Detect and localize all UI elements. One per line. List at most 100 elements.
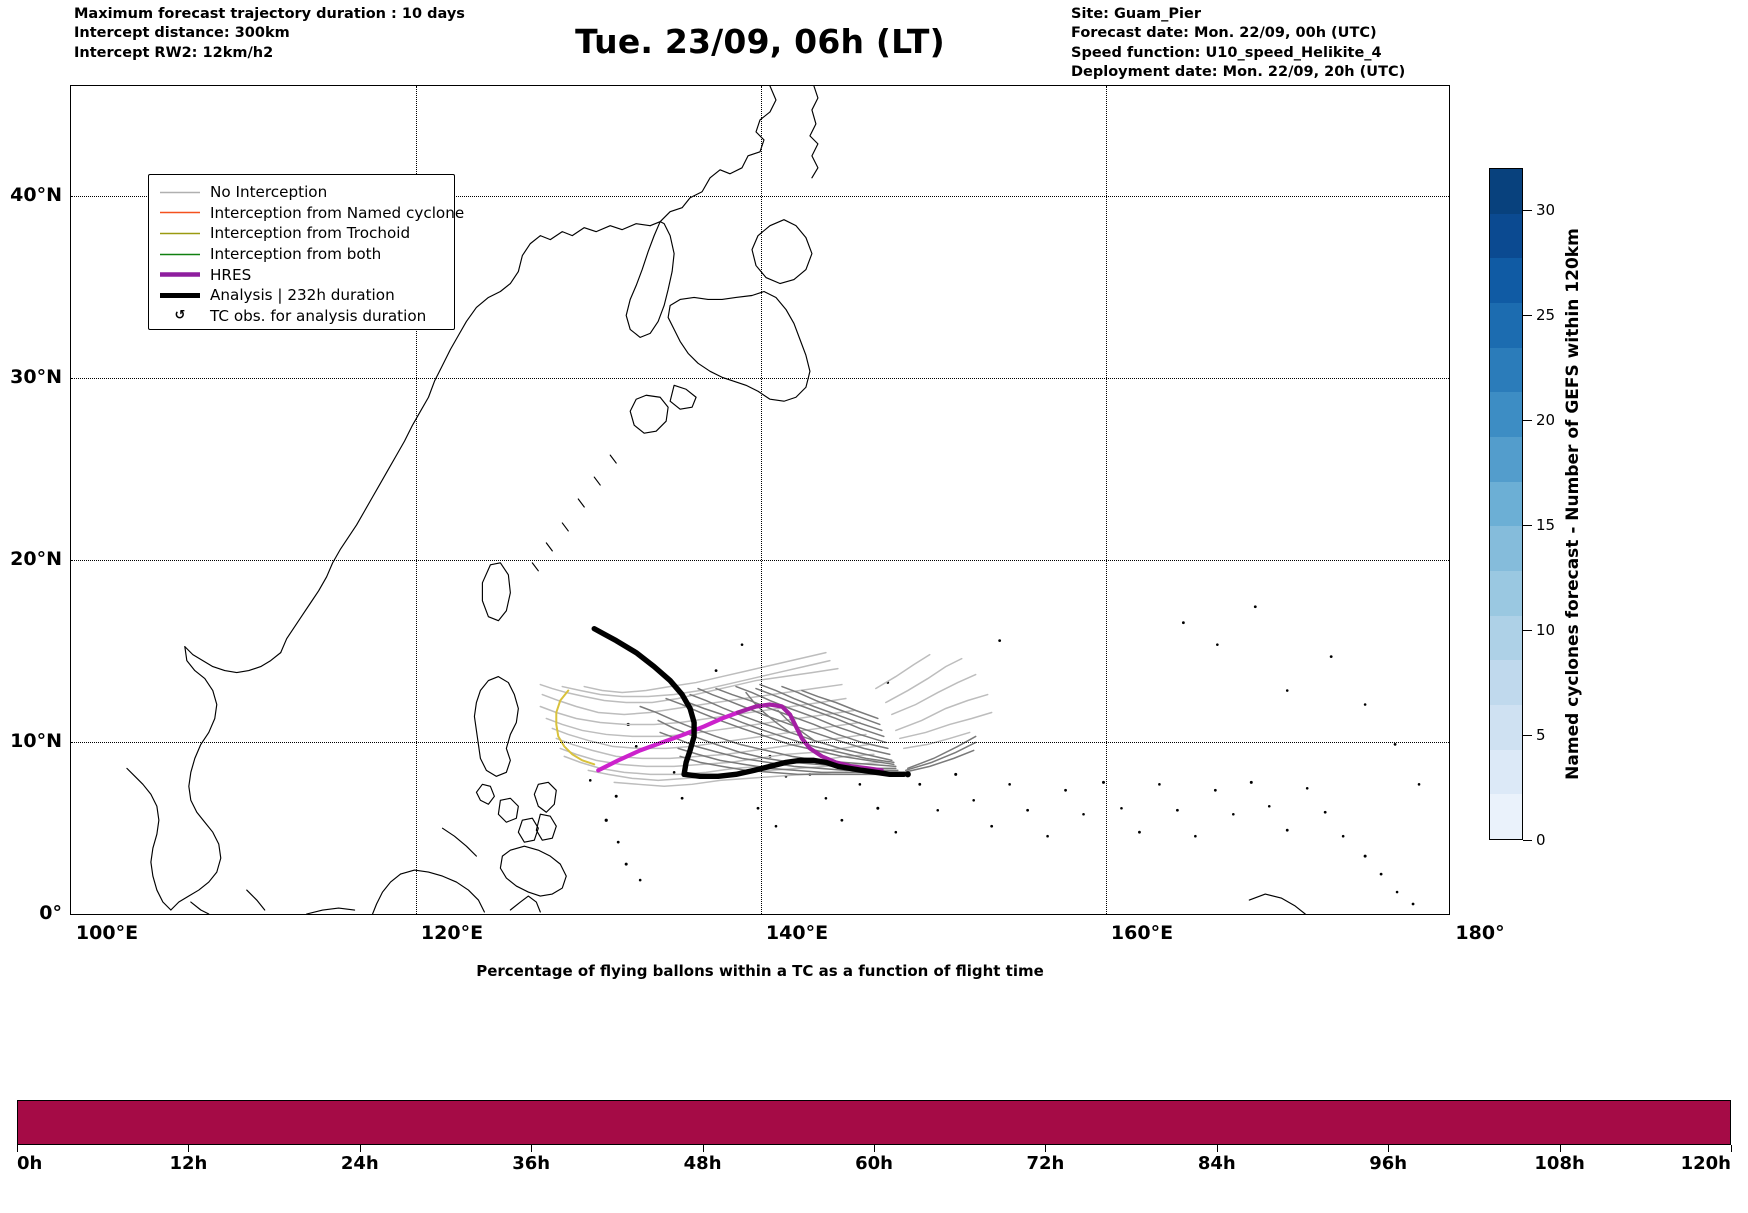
legend-swatch-line-icon bbox=[158, 208, 202, 217]
percentage-bar-tick bbox=[1388, 1145, 1390, 1152]
gridline-lat-40 bbox=[71, 196, 1449, 197]
header-right-info: Site: Guam_Pier Forecast date: Mon. 22/0… bbox=[1071, 5, 1405, 82]
colorbar-tick-label: 0 bbox=[1536, 831, 1546, 849]
colorbar-tick bbox=[1523, 735, 1532, 736]
header-right-line-2: Forecast date: Mon. 22/09, 00h (UTC) bbox=[1071, 25, 1377, 42]
xtick-label-160: 160°E bbox=[1110, 922, 1174, 944]
percentage-bar-tick-label: 120h bbox=[1680, 1153, 1731, 1174]
colorbar-gradient bbox=[1489, 168, 1523, 840]
colorbar-band bbox=[1490, 303, 1522, 348]
legend-swatch-line-icon bbox=[158, 291, 202, 300]
ytick-label-40: 40°N bbox=[10, 184, 62, 206]
legend-item-named-cyclone[interactable]: Interception from Named cyclone bbox=[158, 203, 464, 224]
header-right-line-4: Deployment date: Mon. 22/09, 20h (UTC) bbox=[1071, 63, 1406, 80]
legend-item-tc-obs[interactable]: ↺ TC obs. for analysis duration bbox=[158, 306, 445, 327]
percentage-bar-tick bbox=[359, 1145, 361, 1152]
percentage-bar-tick-label: 36h bbox=[512, 1153, 551, 1174]
percentage-bar-tick-label: 108h bbox=[1534, 1153, 1585, 1174]
tc-observation-markers bbox=[681, 771, 911, 778]
colorbar-band bbox=[1490, 526, 1522, 572]
legend-label: Interception from Named cyclone bbox=[210, 203, 465, 222]
xtick-label-180: 180° bbox=[1455, 922, 1505, 944]
legend-swatch-line-icon bbox=[158, 270, 202, 279]
colorbar-tick-label: 25 bbox=[1536, 306, 1556, 324]
colorbar-title-text: Named cyclones forecast - Number of GEFS… bbox=[1563, 228, 1583, 780]
percentage-bar-title: Percentage of flying ballons within a TC… bbox=[476, 962, 1044, 980]
legend-swatch-line-icon bbox=[158, 250, 202, 259]
legend-label: Analysis | 232h duration bbox=[210, 286, 395, 305]
colorbar-tick bbox=[1523, 525, 1532, 526]
percentage-bar-tick bbox=[1559, 1145, 1561, 1152]
colorbar-tick-label: 20 bbox=[1536, 411, 1556, 429]
legend-label: Interception from both bbox=[210, 245, 382, 264]
ytick-label-30: 30°N bbox=[10, 366, 62, 388]
percentage-bar-tick-label: 48h bbox=[683, 1153, 722, 1174]
colorbar-band bbox=[1490, 571, 1522, 616]
map-canvas bbox=[126, 86, 1421, 914]
percentage-bar-tick-label: 60h bbox=[855, 1153, 893, 1174]
percentage-bar-fill bbox=[18, 1101, 1730, 1144]
percentage-bar-tick bbox=[188, 1145, 190, 1152]
header-left-line-3: Intercept RW2: 12km/h2 bbox=[74, 44, 274, 61]
gridline-lat-20 bbox=[71, 560, 1449, 561]
ytick-label-10: 10°N bbox=[10, 730, 62, 752]
colorbar-band bbox=[1490, 660, 1522, 706]
colorbar-tick bbox=[1523, 315, 1532, 316]
header-left-info: Maximum forecast trajectory duration : 1… bbox=[74, 5, 465, 63]
cyclone-glyph: ↺ bbox=[174, 308, 186, 324]
colorbar-band bbox=[1490, 169, 1522, 214]
percentage-bar-panel[interactable] bbox=[17, 1100, 1731, 1145]
percentage-bar-tick bbox=[1216, 1145, 1218, 1152]
gridline-lat-30 bbox=[71, 378, 1449, 379]
legend-item-both[interactable]: Interception from both bbox=[158, 244, 445, 265]
legend-label: TC obs. for analysis duration bbox=[210, 306, 427, 325]
colorbar-tick-label: 30 bbox=[1536, 201, 1556, 219]
percentage-bar-tick-label: 24h bbox=[340, 1153, 379, 1174]
legend-swatch-line-icon bbox=[158, 188, 202, 197]
xtick-label-100: 100°E bbox=[75, 922, 139, 944]
percentage-bar-tick-label: 84h bbox=[1197, 1153, 1236, 1174]
colorbar-tick bbox=[1523, 420, 1532, 421]
colorbar-tick-label: 10 bbox=[1536, 621, 1556, 639]
colorbar-band bbox=[1490, 437, 1522, 482]
cyclone-icon: ↺ bbox=[158, 309, 202, 322]
legend-item-analysis[interactable]: Analysis | 232h duration bbox=[158, 285, 445, 306]
colorbar-band bbox=[1490, 749, 1522, 795]
gridline-lon-120 bbox=[416, 86, 417, 914]
map-panel[interactable]: No Interception Interception from Named … bbox=[70, 85, 1450, 915]
colorbar-band bbox=[1490, 794, 1522, 840]
colorbar-tick bbox=[1523, 840, 1532, 841]
legend-item-hres[interactable]: HRES bbox=[158, 264, 445, 285]
colorbar[interactable]: 0 5 10 15 20 25 30 bbox=[1489, 168, 1555, 849]
colorbar-band bbox=[1490, 258, 1522, 304]
legend-swatch-line-icon bbox=[158, 229, 202, 238]
analysis-trajectory bbox=[591, 625, 907, 780]
coastlines-layer bbox=[126, 86, 1306, 914]
page-title: Tue. 23/09, 06h (LT) bbox=[575, 22, 945, 61]
ytick-label-0: 0° bbox=[39, 902, 62, 924]
percentage-bar-tick bbox=[874, 1145, 875, 1152]
percentage-bar-tick bbox=[1731, 1145, 1732, 1152]
header: Maximum forecast trajectory duration : 1… bbox=[0, 0, 1748, 84]
gridline-lon-140 bbox=[761, 86, 762, 914]
percentage-bar-tick-label: 12h bbox=[169, 1153, 208, 1174]
header-right-line-1: Site: Guam_Pier bbox=[1071, 6, 1201, 22]
percentage-bar-tick bbox=[531, 1145, 533, 1152]
colorbar-band bbox=[1490, 705, 1522, 750]
legend-label: HRES bbox=[210, 265, 252, 284]
percentage-bar-tick bbox=[702, 1145, 704, 1152]
colorbar-tick-label: 5 bbox=[1536, 726, 1546, 744]
legend-item-trochoid[interactable]: Interception from Trochoid bbox=[158, 223, 445, 244]
colorbar-band bbox=[1490, 213, 1522, 259]
colorbar-band bbox=[1490, 347, 1522, 393]
percentage-bar-tick-label: 96h bbox=[1369, 1153, 1408, 1174]
header-left-line-2: Intercept distance: 300km bbox=[74, 25, 290, 42]
legend-item-no-interception[interactable]: No Interception bbox=[158, 182, 445, 203]
trochoid-trajectory bbox=[555, 689, 596, 766]
xtick-label-120: 120°E bbox=[420, 922, 484, 944]
map-legend[interactable]: No Interception Interception from Named … bbox=[148, 174, 464, 330]
header-right-line-3: Speed function: U10_speed_Helikite_4 bbox=[1071, 44, 1382, 61]
percentage-bar-tick bbox=[17, 1145, 18, 1152]
percentage-bar-tick bbox=[1045, 1145, 1047, 1152]
hres-trajectory bbox=[596, 710, 741, 773]
